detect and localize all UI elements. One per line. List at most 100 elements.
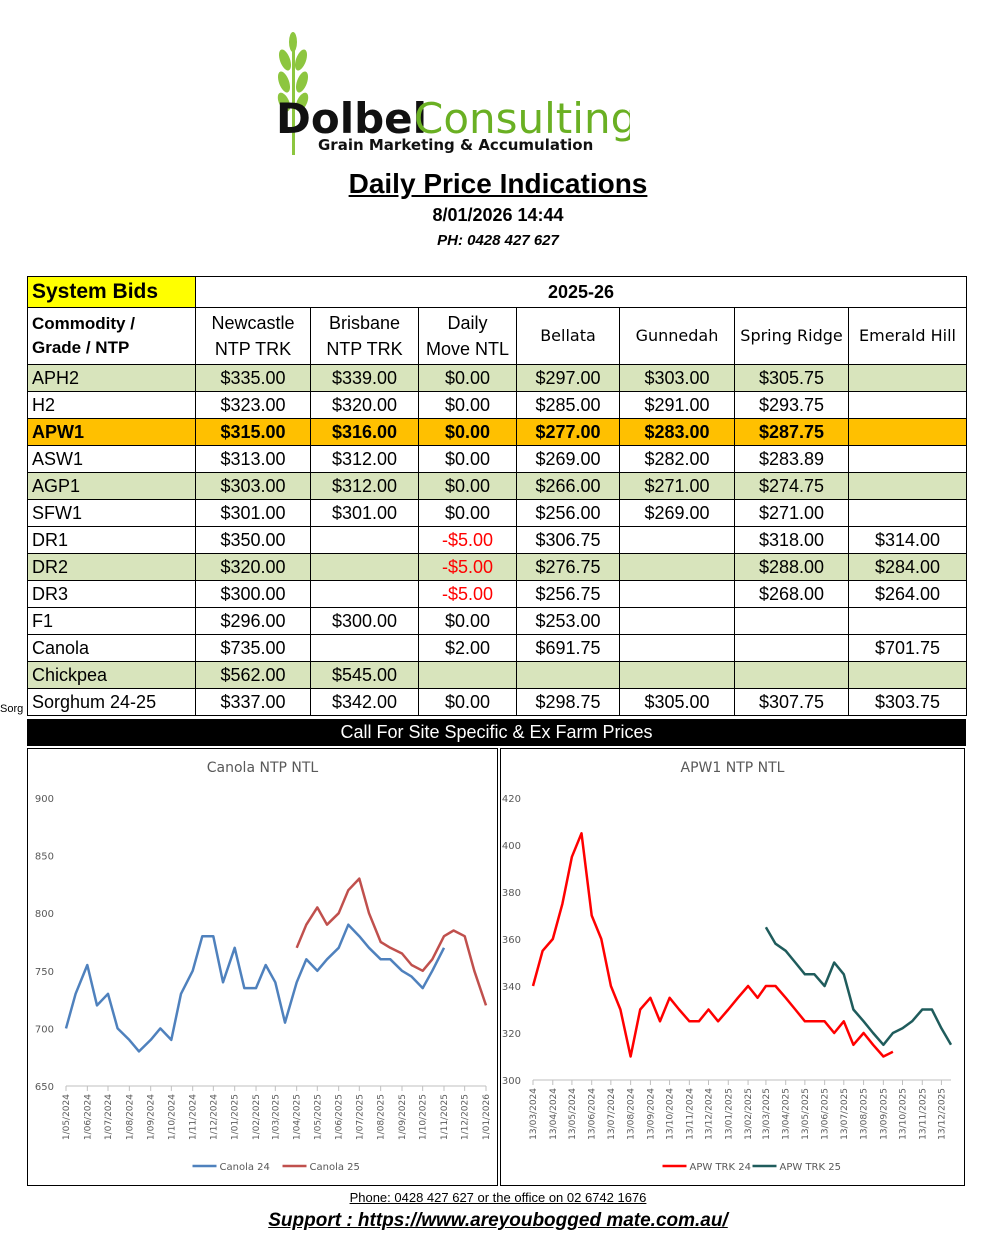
- contact: Phone: 0428 427 627 or the office on 02 …: [349, 1190, 647, 1205]
- price-cell: $320.00: [310, 391, 419, 419]
- header-line: Emerald Hill: [859, 326, 956, 345]
- price-cell: $271.00: [619, 472, 735, 500]
- price-cell: $2.00: [418, 634, 517, 662]
- price-cell: $337.00: [195, 688, 311, 716]
- price-cell: $256.75: [516, 580, 620, 608]
- series-line: [64, 923, 446, 1053]
- column-header: Daily Move NTL: [418, 307, 517, 365]
- price-cell: $323.00: [195, 391, 311, 419]
- price-cell: [619, 634, 735, 662]
- table-row: DR3 $300.00 -$5.00 $256.75 $268.00 $264.00: [27, 580, 968, 608]
- y-tick-label: 400: [502, 841, 521, 852]
- y-tick-label: 850: [35, 852, 54, 863]
- price-cell: [847, 391, 968, 419]
- x-tick-label: 1/07/2024: [104, 1094, 114, 1140]
- price-cell: $291.00: [619, 391, 735, 419]
- column-header: Spring Ridge: [734, 307, 849, 365]
- date: 8/01/2026 14:44: [432, 205, 564, 225]
- x-tick-label: 1/01/2025: [231, 1094, 241, 1140]
- price-cell: $300.00: [195, 580, 311, 608]
- price-cell: $282.00: [619, 445, 735, 473]
- x-tick-label: 1/05/2024: [62, 1094, 72, 1140]
- price-cell: $297.00: [516, 364, 620, 392]
- grade-cell: Canola: [27, 634, 196, 662]
- table-row: F1 $296.00 $300.00 $0.00 $253.00: [27, 607, 968, 635]
- price-cell: $0.00: [418, 418, 517, 446]
- price-cell: [847, 445, 968, 473]
- price-cell: [847, 418, 968, 446]
- logo: Dolbel Consulting Grain Marketing & Accu…: [276, 32, 630, 155]
- wheat-icon: [277, 32, 309, 155]
- x-tick-label: 13/05/2025: [801, 1088, 811, 1140]
- price-cell: -$5.00: [418, 580, 517, 608]
- x-tick-label: 1/08/2024: [125, 1094, 135, 1140]
- price-cell: [734, 634, 849, 662]
- y-tick-label: 750: [35, 967, 54, 978]
- price-cell: $0.00: [418, 688, 517, 716]
- column-header: Bellata: [516, 307, 620, 365]
- grade-cell: Chickpea: [27, 661, 196, 689]
- price-cell: $296.00: [195, 607, 311, 635]
- price-cell: [310, 526, 419, 554]
- brand-2: Consulting: [414, 94, 630, 143]
- price-cell: $735.00: [195, 634, 311, 662]
- price-cell: $0.00: [418, 391, 517, 419]
- table-row: SFW1 $301.00 $301.00 $0.00 $256.00 $269.00 $27…: [27, 499, 968, 527]
- x-tick-label: 13/12/2024: [704, 1088, 714, 1140]
- price-cell: $253.00: [516, 607, 620, 635]
- phone: PH: 0428 427 627: [437, 232, 559, 249]
- chart: Canola NTP NTL 650 700 750 800 850 900 1/05/202…: [27, 748, 498, 1186]
- table-row: DR2 $320.00 -$5.00 $276.75 $288.00 $284.00: [27, 553, 968, 581]
- price-cell: $312.00: [310, 472, 419, 500]
- y-tick-label: 700: [35, 1024, 54, 1035]
- price-cell: $339.00: [310, 364, 419, 392]
- series-line: [295, 877, 488, 1006]
- x-tick-label: 13/07/2024: [607, 1088, 617, 1140]
- x-tick-label: 13/11/2025: [918, 1088, 928, 1140]
- price-cell: $562.00: [195, 661, 311, 689]
- banner: Call For Site Specific & Ex Farm Prices: [27, 719, 966, 746]
- x-tick-label: 13/01/2025: [724, 1088, 734, 1140]
- x-tick-label: 13/10/2025: [898, 1088, 908, 1140]
- corner-cell: System Bids: [27, 276, 196, 308]
- price-cell: $305.75: [734, 364, 849, 392]
- chart-title: Canola NTP NTL: [207, 760, 319, 776]
- price-cell: $271.00: [734, 499, 849, 527]
- x-tick-label: 1/12/2025: [461, 1094, 471, 1140]
- price-cell: $301.00: [195, 499, 311, 527]
- header-line: Commodity /: [32, 314, 135, 333]
- header-line: NTP TRK: [326, 339, 403, 359]
- price-cell: $306.75: [516, 526, 620, 554]
- price-cell: $701.75: [847, 634, 968, 662]
- price-cell: $301.00: [310, 499, 419, 527]
- support-link[interactable]: Support : https://www.areyoubogged mate.…: [268, 1210, 728, 1231]
- price-cell: $269.00: [516, 445, 620, 473]
- brand-1: Dolbel: [276, 94, 427, 143]
- price-cell: [619, 553, 735, 581]
- legend-label: APW TRK 24: [690, 1162, 751, 1173]
- grade-cell: SFW1: [27, 499, 196, 527]
- chart: APW1 NTP NTL 300 320 340 360 380 400 420 13/03/2…: [500, 748, 965, 1186]
- x-tick-label: 1/10/2024: [167, 1094, 177, 1140]
- price-cell: [418, 661, 517, 689]
- price-cell: [847, 364, 968, 392]
- x-tick-label: 1/06/2025: [335, 1094, 345, 1140]
- x-tick-label: 1/05/2025: [313, 1094, 323, 1140]
- column-header: Gunnedah: [619, 307, 735, 365]
- header-line: Gunnedah: [635, 326, 719, 345]
- price-cell: -$5.00: [418, 553, 517, 581]
- price-cell: $350.00: [195, 526, 311, 554]
- x-tick-label: 13/11/2024: [685, 1088, 695, 1140]
- y-tick-label: 320: [502, 1029, 521, 1040]
- x-tick-label: 13/10/2024: [666, 1088, 676, 1140]
- price-cell: $315.00: [195, 418, 311, 446]
- table-row: Sorghum 24-25 $337.00 $342.00 $0.00 $298.75 $…: [27, 688, 968, 716]
- y-tick-label: 380: [502, 888, 521, 899]
- price-cell: $0.00: [418, 364, 517, 392]
- price-cell: $314.00: [847, 526, 968, 554]
- price-cell: [310, 634, 419, 662]
- price-cell: [847, 499, 968, 527]
- x-tick-label: 1/09/2025: [398, 1094, 408, 1140]
- price-cell: $277.00: [516, 418, 620, 446]
- price-cell: $545.00: [310, 661, 419, 689]
